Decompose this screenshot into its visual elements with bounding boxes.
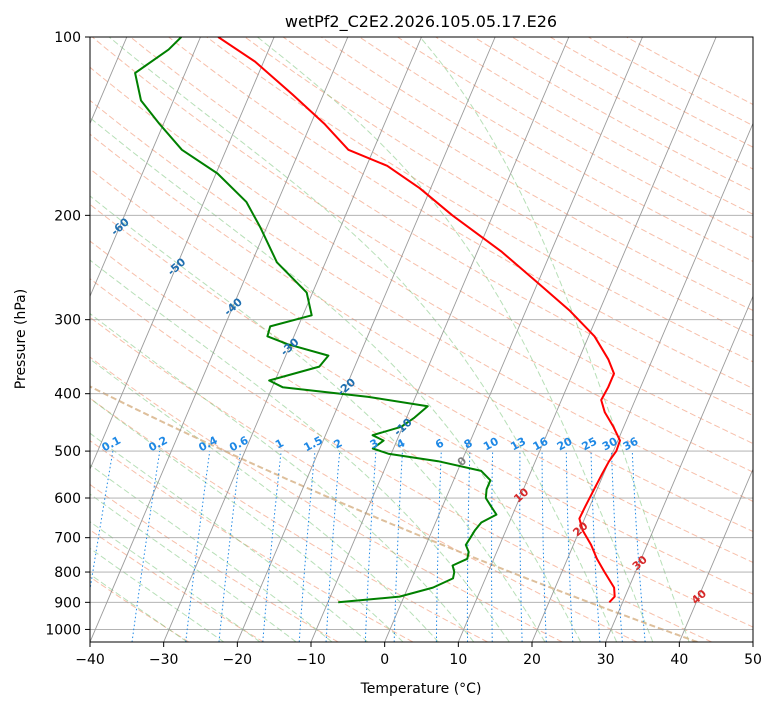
dry-adiabat-line (90, 66, 753, 473)
mixing-ratio-label: 13 (508, 435, 528, 454)
dry-adiabat-line (90, 483, 339, 642)
moist-adiabat-line (257, 37, 654, 642)
isotherm-line (531, 122, 753, 642)
mixing-ratio-label: 30 (600, 435, 620, 454)
dry-adiabat-line (90, 168, 753, 563)
isotherm-line (236, 37, 496, 642)
dry-adiabat-line (90, 356, 563, 642)
mixing-ratio-label: 20 (555, 435, 575, 454)
mixing-ratio-line (298, 451, 316, 642)
x-tick-label: 20 (523, 652, 541, 668)
profile-lines-layer (134, 37, 621, 604)
y-tick-label: 700 (54, 531, 81, 547)
y-tick-label: 200 (54, 208, 81, 224)
isotherm-line (90, 37, 275, 471)
moist-adiabat-line (90, 312, 475, 642)
isotherm-line (310, 37, 570, 642)
dry-adiabat-line (90, 397, 488, 642)
isotherm-line (457, 37, 717, 642)
moist-adiabat-line (90, 573, 188, 642)
mixing-ratio-line (631, 451, 646, 642)
x-tick-label: 10 (449, 652, 467, 668)
isotherm-line (605, 295, 753, 642)
dry-adiabat-line (282, 37, 753, 312)
reference-adiabat-line (90, 385, 698, 642)
isotherm-line (384, 37, 643, 642)
mixing-ratio-label: 36 (621, 435, 641, 454)
moist-adiabat-line (90, 397, 404, 642)
mixing-ratio-line (185, 451, 211, 642)
dry-adiabat-line (90, 576, 190, 642)
dry-adiabat-line (90, 203, 753, 595)
temperature-profile-line (217, 37, 621, 603)
dry-adiabat-line (206, 37, 753, 363)
moist-adiabat-line (90, 358, 439, 642)
dry-adiabat-line (90, 133, 753, 533)
mixing-ratio-line (131, 451, 161, 642)
background-lines-layer (90, 37, 753, 642)
y-tick-label: 600 (54, 491, 81, 507)
y-tick-label: 800 (54, 565, 81, 581)
y-tick-label: 1000 (45, 622, 81, 638)
x-tick-label: −30 (149, 652, 179, 668)
moist-adiabat-line (90, 521, 261, 642)
x-tick-label: −20 (223, 652, 253, 668)
x-axis-label: Temperature (°C) (360, 681, 482, 697)
x-tick-label: 50 (744, 652, 762, 668)
dry-adiabat-line (90, 316, 638, 642)
moist-adiabat-line (90, 117, 582, 642)
moist-adiabat-line (90, 547, 225, 642)
chart-title: wetPf2_C2E2.2026.105.05.17.E26 (285, 12, 557, 32)
dry-adiabat-line (130, 37, 753, 417)
mixing-ratio-label: 10 (481, 435, 501, 454)
moist-adiabat-line (90, 464, 333, 642)
y-tick-label: 500 (54, 444, 81, 460)
moist-adiabat-line (90, 432, 368, 642)
isotherm-line (163, 37, 422, 642)
isotherm-line (90, 37, 201, 298)
isotherm-line (90, 37, 349, 642)
y-tick-label: 300 (54, 313, 81, 329)
moist-adiabat-line (90, 259, 510, 642)
isotherm-line (678, 467, 753, 642)
y-tick-label: 100 (54, 30, 81, 46)
x-tick-label: 0 (380, 652, 389, 668)
x-tick-label: 30 (597, 652, 615, 668)
x-tick-label: 40 (670, 652, 688, 668)
mixing-ratio-label: 25 (580, 435, 600, 454)
mixing-ratio-line (262, 451, 282, 642)
y-tick-label: 900 (54, 595, 81, 611)
y-axis-label: Pressure (hPa) (13, 289, 29, 389)
y-tick-label: 400 (54, 387, 81, 403)
moist-adiabat-line (90, 195, 546, 642)
mixing-ratio-line (218, 451, 241, 642)
x-tick-label: −10 (296, 652, 326, 668)
moist-adiabat-line (419, 37, 690, 642)
axis-ticks-layer: −40 −30 −20 −10 0 10 20 30 40 50 100 200 300 400 500 60… (45, 30, 762, 668)
plot-frame (89, 36, 754, 643)
dewpoint-profile-line (134, 37, 498, 604)
x-tick-label: −40 (75, 652, 105, 668)
dry-adiabat-line (90, 240, 753, 628)
mixing-ratio-label: 16 (531, 435, 551, 454)
moist-adiabat-line (108, 37, 618, 642)
